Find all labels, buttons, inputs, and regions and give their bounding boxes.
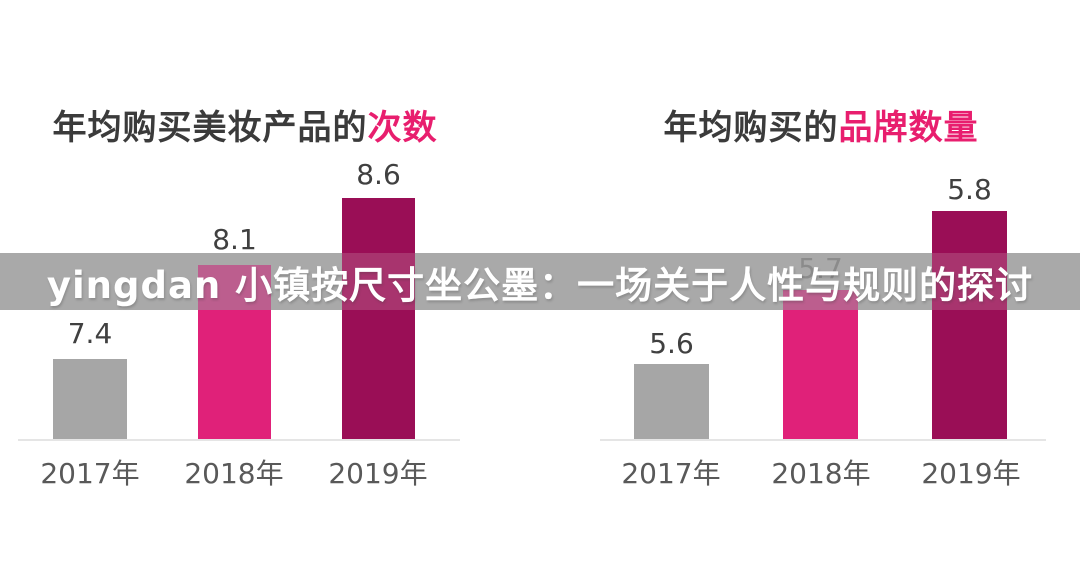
left-value-2018: 8.1 — [212, 223, 257, 256]
left-axis-line — [18, 439, 460, 441]
left-value-2017: 7.4 — [67, 317, 113, 350]
right-category-2019: 2019年 — [921, 457, 1021, 490]
right-chart-title: 年均购买的品牌数量 — [580, 100, 1062, 149]
left-bar-2017 — [53, 359, 127, 440]
left-category-2019: 2019年 — [328, 457, 428, 490]
right-category-2018: 2018年 — [771, 457, 871, 490]
left-bar-2019 — [342, 198, 415, 440]
right-bar-2017 — [634, 364, 709, 440]
banner-showthrough-left-2018-bar — [198, 265, 271, 310]
right-chart-title-highlight: 品牌数量 — [838, 108, 979, 148]
right-axis-line — [600, 439, 1046, 441]
banner-title: yingdan 小镇按尺寸坐公墨：一场关于人性与规则的探讨 — [46, 263, 1034, 307]
left-category-2018: 2018年 — [184, 457, 284, 490]
left-category-2017: 2017年 — [40, 457, 140, 490]
right-category-2017: 2017年 — [621, 457, 721, 490]
right-chart-title-text: 年均购买的 — [663, 108, 839, 148]
right-bar-2019 — [932, 211, 1007, 440]
right-value-2018-faint: 5.7 — [798, 252, 843, 285]
banner-showthrough-left-2019-bar — [342, 253, 415, 310]
left-chart-title-highlight: 次数 — [367, 108, 438, 148]
right-value-2019: 5.8 — [947, 173, 992, 206]
right-bar-2018 — [783, 290, 858, 440]
right-value-2017: 5.6 — [649, 327, 694, 360]
left-value-2019: 8.6 — [356, 158, 401, 191]
banner-showthrough-right-2019-bar — [932, 253, 1007, 310]
watermark-banner: 5.7 yingdan 小镇按尺寸坐公墨：一场关于人性与规则的探讨 — [0, 253, 1080, 310]
left-chart-title: 年均购买美妆产品的次数 — [0, 100, 490, 149]
banner-showthrough-right-2018-bar — [783, 290, 858, 310]
left-chart-title-text: 年均购买美妆产品的 — [52, 108, 368, 148]
